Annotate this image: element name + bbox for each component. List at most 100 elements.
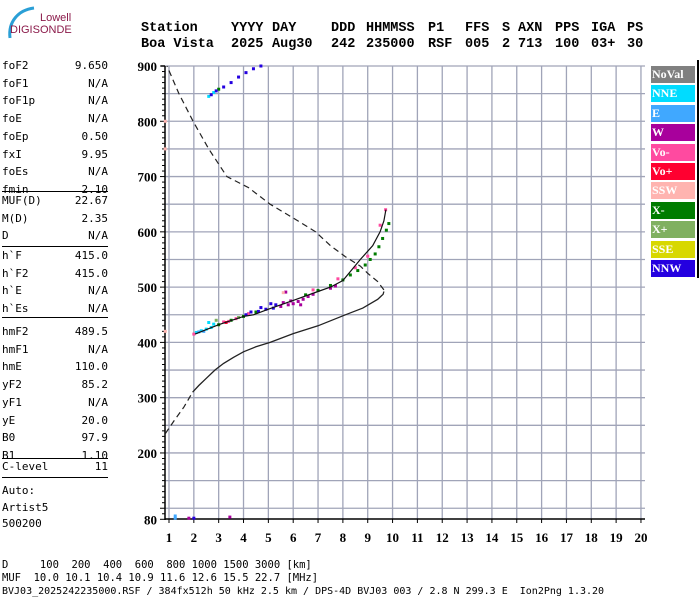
echo-point — [207, 320, 211, 324]
echo-point — [228, 515, 232, 519]
legend-item-nne: NNE — [651, 85, 695, 103]
param-row-hf2: h`F2 415.0 — [2, 267, 108, 281]
param-label: yE — [2, 413, 16, 427]
param-value: 9.650 — [74, 59, 108, 72]
header-label-p1: P1 — [428, 21, 445, 36]
echo-point — [202, 329, 206, 333]
param-value: 11 — [94, 460, 108, 473]
echo-point — [387, 222, 391, 226]
profile-lower-dashed — [164, 391, 194, 434]
echo-point — [256, 309, 260, 313]
header-value-ddd: 242 — [331, 37, 356, 52]
param-row-fof1: foF1 N/A — [2, 77, 108, 91]
param-value: N/A — [88, 76, 108, 90]
param-label: h`Es — [2, 302, 29, 316]
param-row-mufd: MUF(D) 22.67 — [2, 194, 108, 208]
echo-point — [311, 288, 315, 292]
echo-point — [207, 94, 211, 98]
x-tick-label: 10 — [386, 530, 399, 545]
echo-point — [192, 332, 196, 336]
param-value: 0.50 — [81, 129, 109, 143]
file-info: BVJ03_2025242235000.RSF / 384fx512h 50 k… — [2, 586, 605, 597]
header-value-pps: 100 — [555, 37, 580, 52]
param-label: h`F2 — [2, 266, 29, 280]
param-value: 20.0 — [81, 413, 109, 427]
divider — [2, 458, 108, 459]
y-tick-label: 900 — [138, 59, 158, 74]
header-label-day: DAY — [272, 21, 297, 36]
echo-points — [163, 64, 391, 520]
echo-point — [368, 257, 372, 261]
param-row-foep: foEp 0.50 — [2, 130, 108, 144]
y-tick-label: 80 — [144, 512, 157, 527]
param-value: 489.5 — [74, 325, 108, 338]
echo-point — [259, 306, 263, 310]
echo-point — [222, 320, 226, 324]
echo-point — [187, 516, 191, 520]
echo-point — [378, 223, 382, 227]
autoscaling-line: 500200 — [2, 517, 42, 530]
param-value: 22.67 — [74, 194, 108, 207]
header-value-ffs: 005 — [465, 37, 490, 52]
logo-text-digisonde: DIGISONDE — [10, 24, 72, 36]
trace-fit-line — [194, 209, 387, 335]
echo-point — [163, 329, 167, 333]
y-tick-label: 600 — [138, 225, 158, 240]
echo-point — [229, 81, 233, 85]
x-tick-label: 12 — [436, 530, 449, 545]
distance-row: D 100 200 400 600 800 1000 1500 3000 [km… — [2, 559, 312, 571]
param-row-fof2: foF2 9.650 — [2, 59, 108, 73]
param-label: foE — [2, 112, 22, 126]
header-value-hhmmss: 235000 — [366, 37, 415, 52]
header-label-iga: IGA — [591, 21, 616, 36]
legend-item-x-plus: X+ — [651, 221, 695, 239]
echo-point — [192, 516, 196, 520]
echo-point — [336, 277, 340, 281]
echo-point — [274, 303, 278, 307]
param-row-fxi: fxI 9.95 — [2, 148, 108, 162]
echo-point — [296, 299, 300, 303]
header-label-ffs: FFS — [465, 21, 490, 36]
echo-point — [286, 303, 290, 307]
echo-point — [373, 252, 377, 256]
param-label: h`E — [2, 284, 22, 298]
x-tick-label: 3 — [215, 530, 222, 545]
param-row-hmf1: hmF1 N/A — [2, 343, 108, 357]
y-tick-label: 300 — [138, 391, 158, 406]
echo-point — [173, 516, 177, 520]
param-label: yF2 — [2, 378, 22, 392]
echo-point — [209, 93, 213, 97]
x-tick-label: 6 — [290, 530, 297, 545]
param-value: 9.95 — [81, 147, 109, 161]
echo-point — [173, 514, 177, 518]
x-tick-label: 15 — [510, 530, 524, 545]
legend-item-e: E — [651, 104, 695, 122]
param-label: fxI — [2, 147, 22, 161]
param-label: hmE — [2, 360, 22, 374]
echo-point — [377, 245, 381, 249]
legend-item-nnw: NNW — [651, 260, 695, 277]
param-value: N/A — [88, 342, 108, 356]
echo-point — [271, 306, 275, 310]
legend-item-ssw: SSW — [651, 182, 695, 200]
param-row-clevel: C-level 11 — [2, 460, 108, 474]
param-value: 97.9 — [81, 431, 109, 445]
echo-point — [333, 284, 337, 288]
echo-point — [197, 330, 201, 334]
param-label: foF1 — [2, 76, 29, 90]
legend-border — [697, 60, 699, 278]
header-label-s: S — [502, 21, 511, 36]
y-tick-label: 500 — [138, 280, 158, 295]
echo-point — [163, 147, 167, 151]
echo-point — [214, 318, 218, 322]
x-tick-label: 20 — [634, 530, 647, 545]
header-label-pps: PPS — [555, 21, 580, 36]
legend-item-sse: SSE — [651, 240, 695, 258]
param-label: fmin — [2, 182, 29, 196]
param-label: M(D) — [2, 211, 29, 225]
param-label: h`F — [2, 249, 22, 262]
echo-point — [212, 322, 216, 326]
param-value: N/A — [88, 229, 108, 243]
echo-point — [163, 119, 167, 123]
